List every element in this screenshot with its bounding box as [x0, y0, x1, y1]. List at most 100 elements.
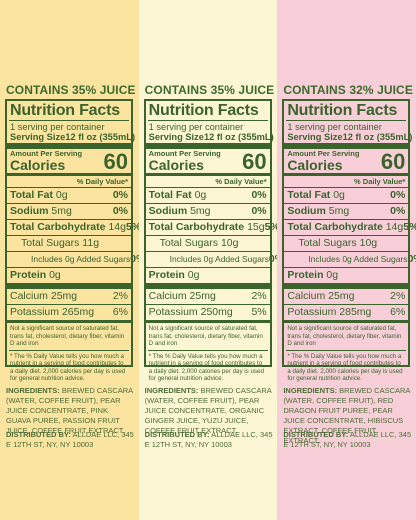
daily-value-header: % Daily Value* [215, 177, 267, 186]
distributor-text: ALLDAE LLC, 345 E 12TH ST, NY, NY 10003 [283, 430, 412, 449]
servings-per-container: 1 serving per container [287, 122, 382, 132]
nutrition-facts-panel: Nutrition Facts 1 serving per container … [143, 99, 284, 382]
distributed-label: DISTRIBUTED BY: [144, 430, 210, 439]
serving-size-value: 12 fl oz (355mL) [342, 132, 413, 142]
total-fat-label: Total Fat [148, 189, 192, 201]
sodium-row: Sodium 5mg 0% [284, 203, 409, 219]
sodium-dv: 0% [251, 205, 267, 217]
calories-value: 60 [242, 149, 267, 174]
total-sugars-value: 10g [220, 237, 239, 249]
thick-divider [7, 283, 131, 289]
total-sugars-value: 10g [359, 237, 378, 249]
divider [147, 120, 268, 121]
potassium-row: Potassium 285mg 6% [284, 304, 409, 320]
medium-divider [7, 320, 131, 323]
total-carb-row: Total Carbohydrate 15g 5% [145, 219, 280, 235]
calcium-label: Calcium [10, 290, 48, 302]
divider [286, 349, 407, 351]
sodium-dv: 0% [112, 205, 128, 217]
total-sugars-row: Total Sugars 10g [145, 235, 270, 251]
total-sugars-row: Total Sugars 10g [284, 235, 409, 251]
not-significant-note: Not a significant source of saturated fa… [10, 325, 125, 347]
divider [286, 120, 407, 121]
total-sugars-value: 11g [82, 237, 100, 249]
total-carb-dv: 5% [403, 221, 416, 233]
potassium-value: 285mg [339, 306, 372, 318]
total-fat-value: 0g [55, 189, 68, 201]
distributor: DISTRIBUTED BY: ALLDAE LLC, 345 E 12TH S… [6, 430, 134, 450]
distributor-text: ALLDAE LLC, 345 E 12TH ST, NY, NY 10003 [144, 430, 273, 449]
total-carb-row: Total Carbohydrate 14g 5% [7, 219, 141, 235]
added-sugars-row: Includes 0g Added Sugars 0% [7, 251, 145, 267]
ingredients: INGREDIENTS: BREWED CASCARA (WATER, COFF… [145, 386, 273, 436]
calories-label: Calories [287, 157, 343, 173]
total-fat-value: 0g [194, 189, 207, 201]
not-significant-note: Not a significant source of saturated fa… [287, 325, 402, 347]
protein-row: Protein 0g [145, 267, 270, 283]
protein-row: Protein 0g [284, 267, 409, 283]
calories-value: 60 [380, 149, 406, 174]
distributed-label: DISTRIBUTED BY: [283, 430, 349, 439]
added-sugars-label: Includes 0g Added Sugars [169, 254, 269, 264]
ingredients-text: BREWED CASCARA (WATER, COFFEE FRUIT), RE… [283, 386, 411, 445]
daily-value-footnote: * The % Daily Value tells you how much a… [148, 352, 264, 383]
total-fat-value: 0g [333, 189, 345, 201]
potassium-dv: 6% [112, 306, 128, 318]
total-fat-dv: 0% [390, 189, 406, 201]
total-sugars-label: Total Sugars [298, 237, 357, 249]
potassium-row: Potassium 250mg 5% [145, 304, 270, 320]
juice-percentage: CONTAINS 32% JUICE [283, 83, 413, 97]
total-sugars-row: Total Sugars 11g [7, 235, 131, 251]
total-fat-label: Total Fat [10, 189, 53, 201]
potassium-dv: 6% [390, 306, 406, 318]
ingredients-text: BREWED CASCARA (WATER, COFFEE FRUIT), PE… [144, 386, 272, 435]
serving-size-row: Serving Size 12 fl oz (355mL) [146, 132, 274, 143]
total-carb-value: 14g [108, 221, 126, 233]
daily-value-header: % Daily Value* [76, 177, 128, 186]
added-sugars-row: Includes 0g Added Sugars 0% [145, 251, 284, 267]
distributor-text: ALLDAE LLC, 345 E 12TH ST, NY, NY 10003 [6, 430, 134, 449]
total-carb-label: Total Carbohydrate [287, 221, 383, 233]
sodium-value: 5mg [51, 205, 72, 217]
calcium-label: Calcium [287, 290, 326, 302]
distributor: DISTRIBUTED BY: ALLDAE LLC, 345 E 12TH S… [283, 430, 411, 450]
calcium-value: 25mg [50, 290, 78, 302]
calories-row: Amount Per Serving Calories 60 [284, 149, 408, 173]
serving-size-label: Serving Size [287, 132, 343, 142]
added-sugars-label: Includes 0g Added Sugars [31, 254, 131, 264]
ingredients-label: INGREDIENTS: [6, 386, 60, 395]
medium-divider [284, 173, 409, 176]
calcium-label: Calcium [148, 290, 187, 302]
protein-row: Protein 0g [7, 267, 131, 283]
serving-size-row: Serving Size 12 fl oz (355mL) [7, 132, 135, 143]
nutrition-facts-title: Nutrition Facts [148, 102, 259, 119]
sodium-label: Sodium [148, 205, 188, 217]
daily-value-header: % Daily Value* [354, 177, 406, 186]
potassium-dv: 5% [251, 306, 267, 318]
serving-size-label: Serving Size [10, 132, 66, 142]
potassium-value: 250mg [200, 306, 233, 318]
sodium-row: Sodium 5mg 0% [145, 203, 270, 219]
total-sugars-label: Total Sugars [159, 237, 219, 249]
serving-size-value: 12 fl oz (355mL) [65, 132, 136, 142]
total-fat-dv: 0% [112, 189, 128, 201]
thick-divider [284, 143, 409, 149]
total-fat-dv: 0% [251, 189, 267, 201]
medium-divider [145, 173, 270, 176]
label-column-2: CONTAINS 35% JUICE Nutrition Facts 1 ser… [138, 0, 284, 520]
ingredients: INGREDIENTS: BREWED CASCARA (WATER, COFF… [6, 386, 134, 436]
calcium-value: 25mg [189, 290, 216, 302]
ingredients: INGREDIENTS: BREWED CASCARA (WATER, COFF… [283, 386, 411, 446]
calcium-row: Calcium 25mg 2% [146, 289, 270, 304]
calories-row: Amount Per Serving Calories 60 [146, 149, 270, 173]
calories-value: 60 [103, 149, 128, 174]
thick-divider [145, 283, 270, 289]
protein-value: 0g [187, 269, 200, 281]
total-fat-label: Total Fat [287, 189, 331, 201]
medium-divider [7, 173, 131, 176]
total-carb-value: 14g [385, 221, 404, 233]
thick-divider [145, 143, 270, 149]
ingredients-text: BREWED CASCARA (WATER, COFFEE FRUIT), PE… [6, 386, 133, 435]
total-fat-row: Total Fat 0g 0% [284, 187, 409, 203]
total-carb-dv: 5% [125, 221, 142, 233]
